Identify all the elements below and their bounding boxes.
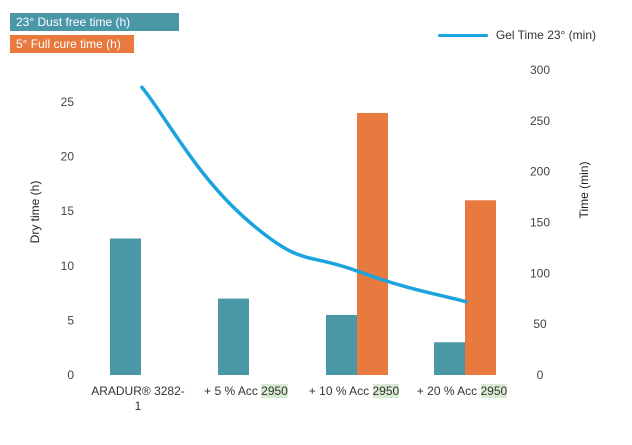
bar-full-cure-2 (357, 112, 388, 376)
category-highlight: 2950 (261, 384, 288, 398)
category-label-0: ARADUR® 3282- 1 (84, 384, 192, 414)
right-tick-label: 200 (530, 165, 550, 179)
gel-time-line (140, 85, 468, 304)
category-label-3: + 20 % Acc 2950 (408, 384, 516, 399)
legend-gel-time-label: Gel Time 23° (min) (495, 28, 596, 42)
right-tick-label: 300 (530, 63, 550, 77)
category-text: + 10 % Acc (308, 384, 373, 398)
y-axis-title: Dry time (h) (28, 181, 42, 244)
left-tick-label: 5 (67, 313, 74, 327)
right-tick-label: 150 (530, 216, 550, 230)
category-label-2: + 10 % Acc 2950 (300, 384, 408, 399)
legend-gel-time: Gel Time 23° (min) (437, 28, 596, 42)
bar-dust-free-2 (326, 314, 357, 375)
bar-dust-free-0 (110, 238, 141, 375)
right-tick-label: 250 (530, 114, 550, 128)
legend-dust-free: 23° Dust free time (h) (10, 13, 179, 31)
category-highlight: 2950 (480, 384, 508, 398)
y2-axis-title: Time (min) (577, 162, 591, 219)
right-tick-label: 0 (537, 368, 544, 382)
category-text: + 20 % Acc (416, 384, 481, 398)
category-text: ARADUR® 3282- (91, 384, 185, 398)
bar-dust-free-3 (434, 342, 465, 375)
left-tick-label: 25 (61, 95, 75, 109)
right-tick-label: 100 (530, 266, 550, 280)
bars-group (110, 112, 496, 376)
bar-full-cure-3 (465, 200, 496, 375)
left-tick-label: 10 (61, 259, 75, 273)
left-axis-ticks: 0 5 10 15 20 25 (61, 95, 75, 382)
legend-full-cure: 5° Full cure time (h) (10, 35, 134, 53)
left-tick-label: 20 (61, 150, 75, 164)
category-label-1: + 5 % Acc 2950 (192, 384, 300, 399)
right-axis-ticks: 0 50 100 150 200 250 300 (530, 63, 550, 382)
left-tick-label: 0 (67, 368, 74, 382)
category-highlight: 2950 (372, 384, 400, 398)
bar-dust-free-1 (218, 298, 249, 375)
category-text-line2: 1 (134, 399, 142, 413)
legend-line-swatch (437, 33, 488, 37)
right-tick-label: 50 (533, 317, 547, 331)
category-text: + 5 % Acc (204, 384, 262, 398)
left-tick-label: 15 (61, 204, 75, 218)
